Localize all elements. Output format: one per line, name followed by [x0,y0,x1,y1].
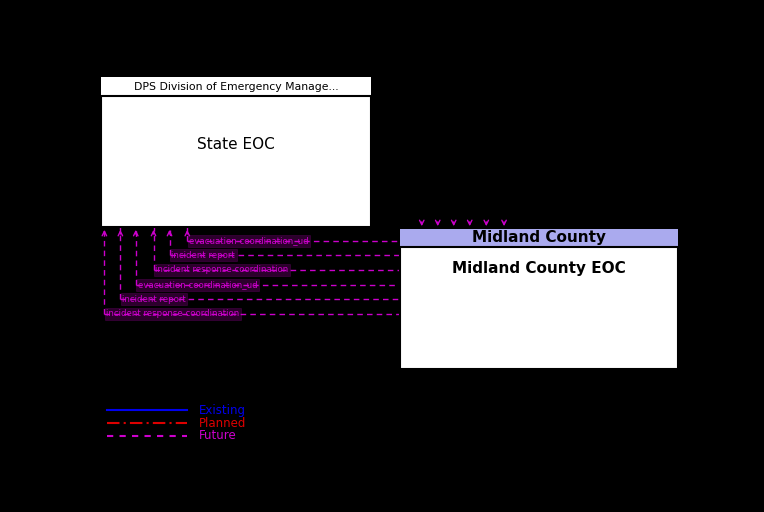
Text: DPS Division of Emergency Manage...: DPS Division of Emergency Manage... [134,82,338,92]
Text: incident report: incident report [122,295,186,304]
Bar [400,229,678,369]
Text: Planned: Planned [199,417,247,430]
Text: Midland County EOC: Midland County EOC [452,261,626,275]
Text: incident response coordination: incident response coordination [106,309,239,318]
Text: evacuation coordination_ud: evacuation coordination_ud [138,280,257,289]
Text: Existing: Existing [199,404,246,417]
Bar [102,77,371,96]
Text: State EOC: State EOC [197,137,275,152]
Bar [400,229,678,247]
Text: incident report: incident report [171,251,235,260]
Bar [102,77,371,227]
Text: Future: Future [199,430,237,442]
Text: Midland County: Midland County [472,230,606,245]
Text: evacuation coordination_ud: evacuation coordination_ud [189,237,309,245]
Text: incident response coordination: incident response coordination [155,266,289,274]
